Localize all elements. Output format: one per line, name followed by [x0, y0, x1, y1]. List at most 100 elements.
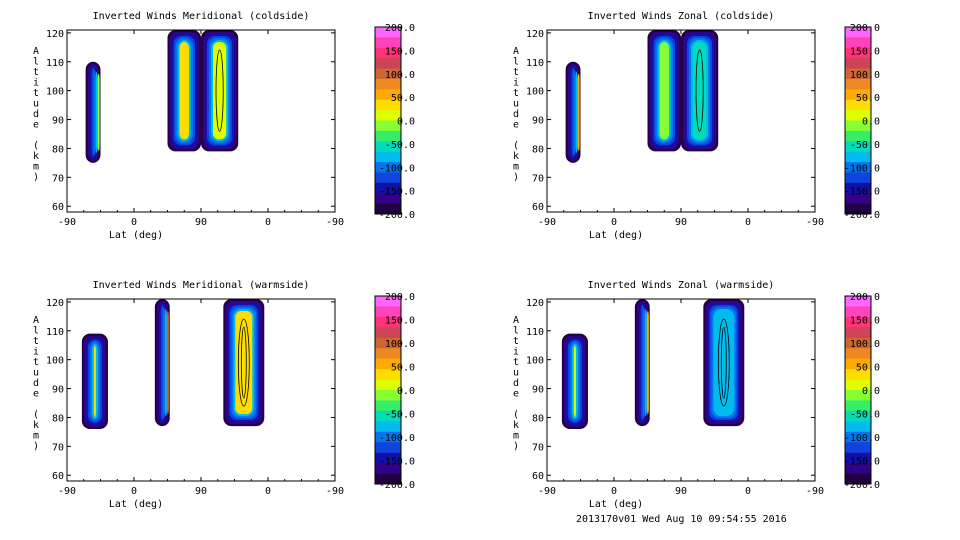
y-tick-label: 110	[526, 327, 544, 338]
colorbar-swatch	[845, 463, 871, 475]
contour-band	[573, 69, 576, 155]
colorbar-tick-label: 0.0	[397, 117, 415, 128]
y-tick-label: 120	[46, 298, 64, 309]
y-axis-label-char: k	[33, 151, 39, 162]
y-axis-label-char: t	[513, 88, 519, 99]
colorbar-swatch	[845, 348, 871, 360]
y-axis-label-char: d	[513, 378, 519, 389]
colorbar-tick-label: 200.0	[385, 292, 415, 303]
y-tick-label: 110	[526, 58, 544, 69]
y-axis-label-char: )	[513, 441, 519, 452]
y-axis-label-char: l	[33, 57, 39, 68]
colorbar-tick-label: -150.0	[844, 457, 880, 468]
colorbar-swatch	[375, 473, 401, 485]
contour-core	[179, 42, 189, 140]
contour-core	[659, 42, 669, 140]
contour-band	[164, 309, 167, 417]
y-tick-label: 90	[52, 385, 64, 396]
y-tick-label: 90	[532, 385, 544, 396]
colorbar-tick-label: -200.0	[844, 210, 880, 221]
contour-region	[561, 333, 588, 429]
colorbar-tick-label: -100.0	[844, 433, 880, 444]
colorbar-swatch	[375, 27, 401, 38]
x-tick-label: 90	[195, 486, 207, 497]
y-axis-label-char: t	[33, 336, 39, 347]
colorbar-swatch	[845, 442, 871, 454]
colorbar-swatch	[375, 452, 401, 464]
colorbar-swatch	[375, 442, 401, 454]
x-tick-label: -90	[538, 217, 556, 228]
colorbar-tick-label: -100.0	[379, 433, 415, 444]
x-tick-label: -90	[58, 217, 76, 228]
colorbar-tick-label: 200.0	[850, 292, 880, 303]
contour-line	[215, 49, 224, 132]
x-tick-label: 0	[131, 486, 137, 497]
contour-region	[681, 30, 719, 152]
x-tick-label: -90	[806, 486, 824, 497]
colorbar-swatch	[375, 296, 401, 307]
contour-core	[577, 73, 580, 151]
colorbar-swatch	[845, 296, 871, 307]
x-tick-label: -90	[806, 217, 824, 228]
colorbar-swatch	[375, 369, 401, 381]
colorbar-tick-label: 0.0	[862, 117, 880, 128]
x-tick-label: 90	[675, 486, 687, 497]
colorbar-tick-label: 150.0	[850, 316, 880, 327]
y-tick-label: 80	[52, 413, 64, 424]
contour-band	[644, 309, 647, 417]
y-axis-label-char: i	[33, 78, 39, 89]
contour-core	[693, 42, 707, 140]
colorbar-tick-label: -50.0	[850, 410, 880, 421]
colorbar-swatch	[845, 58, 871, 70]
y-tick-label: 60	[532, 202, 544, 213]
colorbar-tick-label: 100.0	[850, 70, 880, 81]
colorbar-tick-label: 50.0	[391, 93, 415, 104]
colorbar-swatch	[845, 193, 871, 205]
y-tick-label: 100	[526, 87, 544, 98]
contour-band	[642, 307, 645, 419]
y-tick-label: 70	[52, 173, 64, 184]
colorbar-swatch	[375, 68, 401, 80]
y-axis-label-char: (	[513, 410, 519, 421]
x-tick-label: 0	[611, 486, 617, 497]
y-tick-label: 120	[526, 298, 544, 309]
x-tick-label: -90	[326, 217, 344, 228]
y-tick-label: 70	[532, 173, 544, 184]
contour-core	[166, 311, 169, 415]
colorbar-tick-label: -100.0	[379, 163, 415, 174]
colorbar-swatch	[845, 110, 871, 121]
colorbar-swatch	[375, 172, 401, 184]
y-tick-label: 80	[52, 144, 64, 155]
colorbar-swatch	[845, 390, 871, 401]
colorbar-tick-label: 200.0	[850, 23, 880, 34]
contour-region	[634, 299, 650, 427]
colorbar-frame	[844, 26, 872, 215]
colorbar-swatch	[845, 68, 871, 80]
colorbar-tick-label: -200.0	[379, 480, 415, 491]
colorbar-tick-label: -50.0	[850, 140, 880, 151]
x-tick-label: -90	[58, 486, 76, 497]
y-tick-label: 110	[46, 327, 64, 338]
colorbar-swatch	[375, 463, 401, 475]
x-axis-label: Lat (deg)	[109, 499, 163, 510]
colorbar-tick-label: -50.0	[385, 410, 415, 421]
x-tick-label: 0	[265, 217, 271, 228]
colorbar-tick-label: 150.0	[850, 46, 880, 57]
y-tick-label: 70	[52, 442, 64, 453]
colorbar-frame	[844, 295, 872, 485]
contour-band	[93, 69, 96, 155]
colorbar-tick-label: -100.0	[844, 163, 880, 174]
colorbar-swatch	[845, 37, 871, 49]
colorbar-swatch	[375, 78, 401, 90]
y-axis-label-char: m	[33, 162, 39, 173]
colorbar-swatch	[375, 58, 401, 70]
y-axis-label-char: m	[33, 431, 39, 442]
contour-region	[703, 299, 745, 427]
y-axis-label-char: e	[33, 120, 39, 131]
y-axis-label-char: u	[513, 368, 519, 379]
colorbar-tick-label: 100.0	[850, 339, 880, 350]
contour-core	[97, 73, 100, 151]
x-axis-label: Lat (deg)	[109, 230, 163, 241]
colorbar-frame	[374, 26, 402, 215]
colorbar-tick-label: 150.0	[385, 316, 415, 327]
